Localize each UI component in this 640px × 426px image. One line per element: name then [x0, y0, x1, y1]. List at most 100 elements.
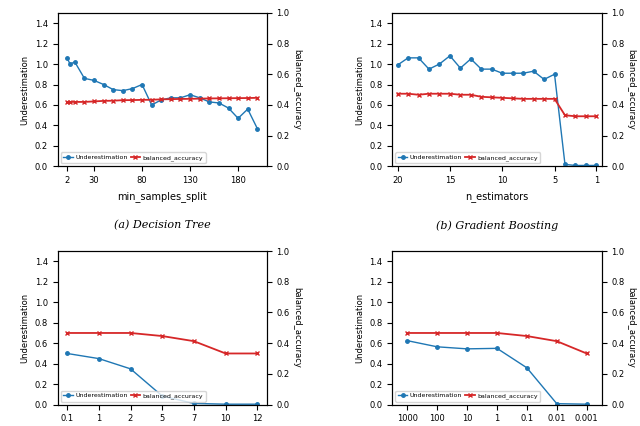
Underestimation [403, 338, 411, 343]
Line: Underestimation: Underestimation [65, 352, 259, 406]
Underestimation [222, 402, 230, 407]
balanced_accuracy [215, 96, 223, 101]
Underestimation [583, 402, 591, 407]
balanced_accuracy [63, 331, 71, 336]
Underestimation [415, 55, 422, 60]
balanced_accuracy [572, 114, 579, 119]
Text: (b) Gradient Boosting: (b) Gradient Boosting [436, 220, 558, 231]
Underestimation [550, 72, 558, 77]
balanced_accuracy [561, 113, 569, 118]
Underestimation [63, 351, 71, 356]
balanced_accuracy [477, 94, 485, 99]
Underestimation [394, 63, 401, 68]
balanced_accuracy [81, 99, 88, 104]
Legend: Underestimation, balanced_accuracy: Underestimation, balanced_accuracy [396, 391, 540, 402]
balanced_accuracy [415, 92, 422, 97]
balanced_accuracy [234, 95, 242, 101]
Y-axis label: Underestimation: Underestimation [20, 55, 29, 125]
Underestimation [540, 77, 548, 82]
Underestimation [519, 71, 527, 76]
Line: balanced_accuracy: balanced_accuracy [405, 331, 589, 356]
balanced_accuracy [138, 97, 146, 102]
Underestimation [157, 97, 165, 102]
Underestimation [593, 163, 600, 168]
balanced_accuracy [509, 96, 516, 101]
Underestimation [234, 116, 242, 121]
Underestimation [436, 61, 444, 66]
balanced_accuracy [71, 99, 79, 104]
Line: balanced_accuracy: balanced_accuracy [65, 95, 260, 104]
balanced_accuracy [499, 95, 506, 101]
Underestimation [190, 401, 198, 406]
Underestimation [253, 402, 261, 407]
Legend: Underestimation, balanced_accuracy: Underestimation, balanced_accuracy [61, 391, 205, 402]
Y-axis label: balanced_accuracy: balanced_accuracy [627, 49, 636, 130]
balanced_accuracy [148, 97, 156, 102]
balanced_accuracy [186, 96, 194, 101]
balanced_accuracy [222, 351, 230, 356]
Underestimation [499, 71, 506, 76]
balanced_accuracy [523, 334, 531, 339]
Underestimation [463, 346, 471, 351]
balanced_accuracy [63, 99, 71, 104]
balanced_accuracy [540, 96, 548, 101]
Underestimation [186, 92, 194, 97]
balanced_accuracy [100, 98, 108, 104]
Underestimation [488, 66, 495, 72]
balanced_accuracy [177, 96, 184, 101]
Underestimation [404, 55, 412, 60]
balanced_accuracy [205, 96, 213, 101]
balanced_accuracy [244, 95, 252, 101]
Y-axis label: balanced_accuracy: balanced_accuracy [292, 49, 301, 130]
Underestimation [158, 394, 166, 399]
balanced_accuracy [425, 91, 433, 96]
Underestimation [148, 102, 156, 107]
Line: Underestimation: Underestimation [396, 54, 598, 167]
balanced_accuracy [196, 96, 204, 101]
Underestimation [446, 53, 454, 58]
Y-axis label: Underestimation: Underestimation [355, 293, 364, 363]
Underestimation [119, 88, 127, 93]
balanced_accuracy [225, 96, 232, 101]
balanced_accuracy [129, 98, 136, 103]
balanced_accuracy [456, 92, 464, 97]
balanced_accuracy [530, 96, 538, 101]
Underestimation [71, 59, 79, 64]
Underestimation [138, 82, 146, 87]
Underestimation [425, 66, 433, 72]
X-axis label: min_samples_split: min_samples_split [117, 191, 207, 201]
balanced_accuracy [519, 96, 527, 101]
Underestimation [63, 55, 71, 60]
Underestimation [493, 346, 501, 351]
X-axis label: n_estimators: n_estimators [465, 191, 529, 201]
Underestimation [109, 87, 117, 92]
Underestimation [66, 61, 74, 66]
balanced_accuracy [446, 91, 454, 96]
Underestimation [167, 95, 175, 101]
Legend: Underestimation, balanced_accuracy: Underestimation, balanced_accuracy [396, 152, 540, 163]
Underestimation [433, 344, 441, 349]
balanced_accuracy [90, 99, 98, 104]
Underestimation [456, 66, 464, 71]
Underestimation [215, 101, 223, 106]
balanced_accuracy [403, 331, 411, 336]
balanced_accuracy [253, 95, 261, 101]
Underestimation [81, 76, 88, 81]
Underestimation [553, 401, 561, 406]
Underestimation [530, 69, 538, 74]
balanced_accuracy [582, 114, 589, 119]
Line: Underestimation: Underestimation [406, 339, 588, 406]
Underestimation [177, 95, 184, 101]
balanced_accuracy [550, 96, 558, 101]
Underestimation [509, 71, 516, 76]
Underestimation [523, 365, 531, 370]
Y-axis label: balanced_accuracy: balanced_accuracy [292, 288, 301, 368]
Underestimation [95, 356, 102, 361]
balanced_accuracy [157, 97, 165, 102]
Line: balanced_accuracy: balanced_accuracy [65, 331, 260, 356]
balanced_accuracy [66, 99, 74, 104]
Underestimation [100, 82, 108, 87]
balanced_accuracy [583, 351, 591, 356]
Y-axis label: Underestimation: Underestimation [355, 55, 364, 125]
balanced_accuracy [493, 331, 501, 336]
